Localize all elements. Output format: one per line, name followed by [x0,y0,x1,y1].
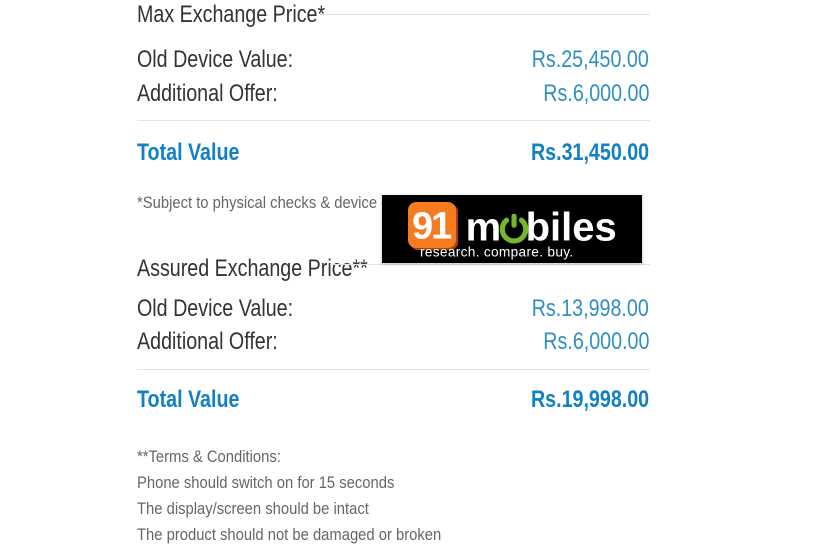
svg-text:91: 91 [412,206,452,248]
svg-text:research. compare. buy.: research. compare. buy. [420,245,573,260]
svg-text:m: m [466,206,502,250]
svg-text:biles: biles [526,206,617,250]
